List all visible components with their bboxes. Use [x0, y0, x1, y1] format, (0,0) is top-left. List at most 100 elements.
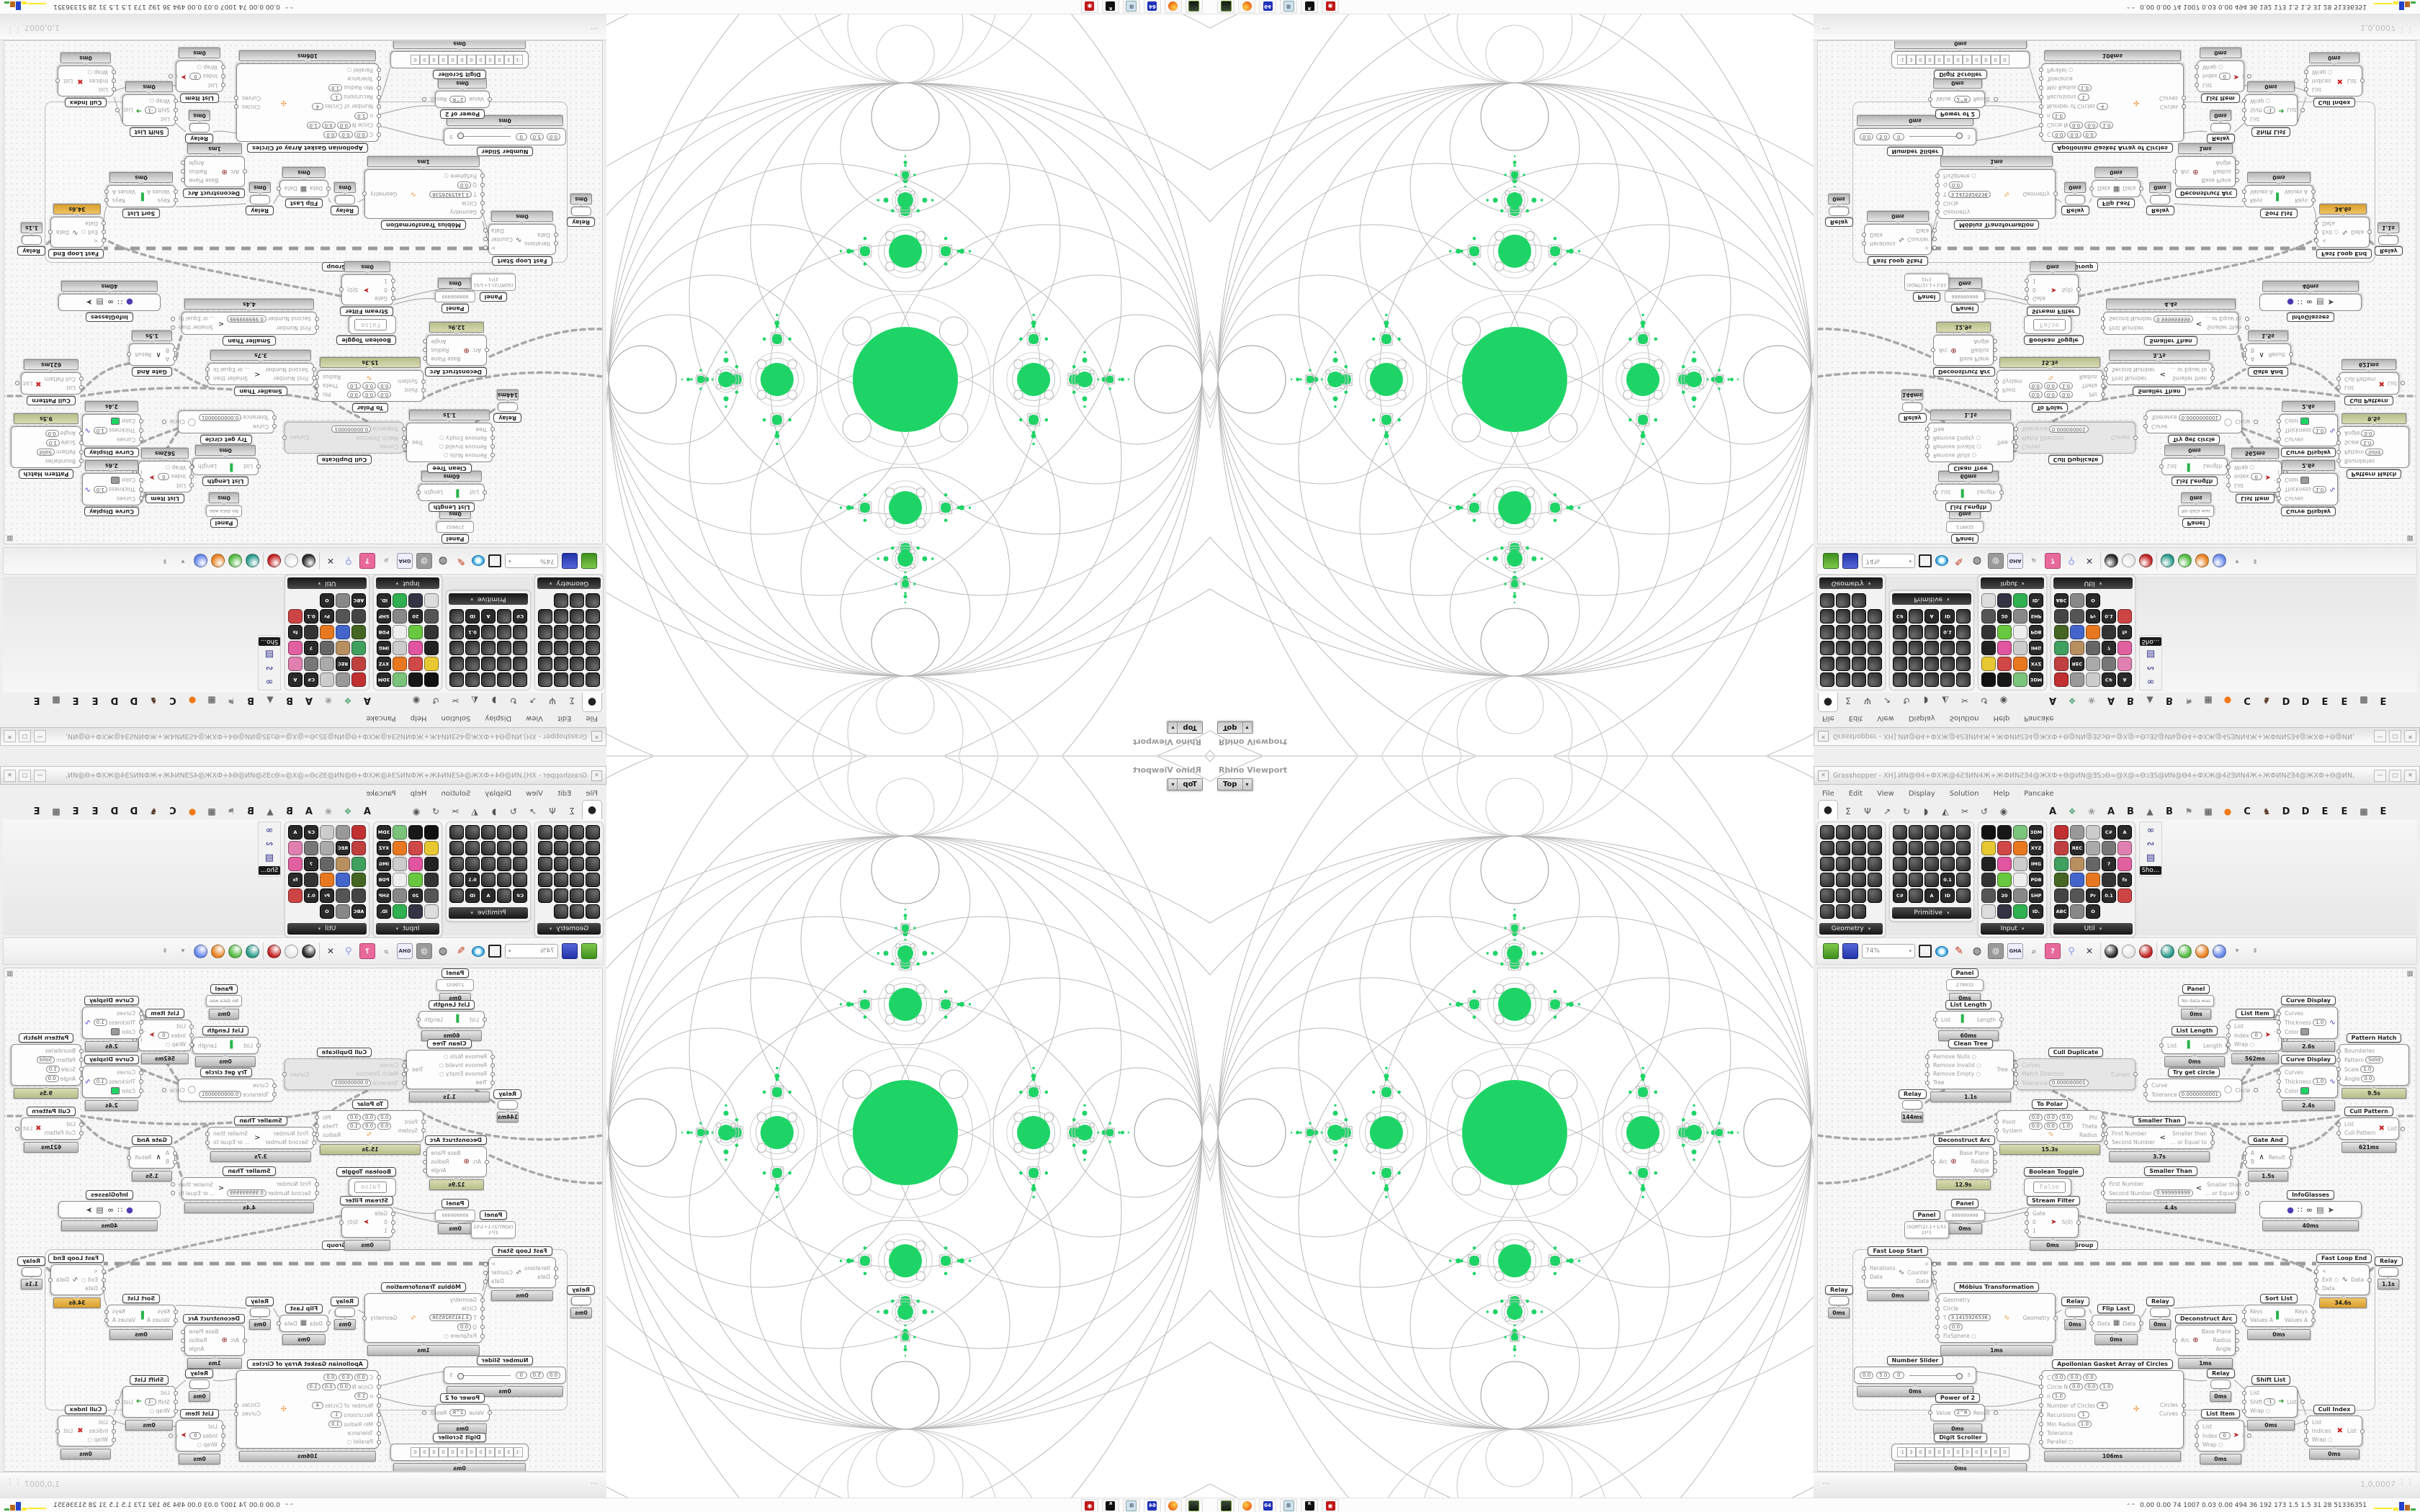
tab-cat-1[interactable]: Σ — [569, 696, 575, 706]
input-param[interactable]: Wrap ○ — [2303, 1436, 2333, 1443]
component-icon[interactable] — [1909, 888, 1923, 903]
assemblies-button[interactable]: GHA — [397, 553, 413, 569]
component-icon[interactable] — [1836, 657, 1850, 671]
component-icon[interactable] — [393, 873, 407, 887]
component-icon[interactable] — [2086, 625, 2100, 639]
component-icon[interactable] — [1868, 841, 1882, 855]
node-panel[interactable]: Panel 999999999 0ms — [435, 1199, 475, 1234]
node-label[interactable]: Apollonian Gasket Array of Circles — [2052, 1359, 2173, 1369]
preview-button[interactable] — [1935, 555, 1948, 567]
node-curve-display[interactable]: Curve Display Curves Thickness 1.0 Color ∿ 2… — [2279, 460, 2338, 516]
node-to-polar[interactable]: To Polar Point System 0.0 0.0 0.0 0.0 0.0 1.0 ∿ Ph… — [317, 1099, 424, 1155]
component-icon[interactable] — [320, 672, 334, 687]
component-icon[interactable] — [2118, 841, 2132, 855]
node-smaller-than[interactable]: Smaller Than First Number Second Number 0.… — [2100, 1166, 2250, 1213]
component-icon[interactable]: O — [320, 904, 334, 919]
component-icon[interactable]: 0.1 — [2102, 888, 2116, 903]
menu-view[interactable]: View — [1877, 789, 1894, 798]
input-param[interactable]: List — [469, 489, 479, 496]
component-icon[interactable] — [1924, 857, 1939, 871]
display-teal-button[interactable] — [2161, 944, 2174, 958]
input-param[interactable]: Remove Empty ○ — [1933, 435, 1981, 441]
node-label[interactable]: Fast Loop Start — [1868, 1246, 1928, 1256]
infoglasses-icon[interactable]: ● — [2287, 1205, 2294, 1215]
node-label[interactable]: Try get circle — [200, 435, 253, 444]
component-icon[interactable] — [2054, 641, 2069, 655]
slider-box[interactable]: 0.0 — [546, 133, 560, 140]
rhino-viewport[interactable]: Rhino Viewport Top ▾ — [1210, 756, 1814, 1498]
close-icon[interactable]: ✕ — [2404, 730, 2416, 743]
component-icon[interactable] — [449, 873, 464, 887]
input-param[interactable]: Cull Pattern — [44, 1130, 76, 1136]
tab-cat-13[interactable]: ❀ — [324, 806, 333, 816]
tab-cat-17[interactable]: B — [247, 695, 254, 706]
component-icon[interactable]: O — [2086, 593, 2100, 608]
component-icon[interactable]: 20 — [1997, 609, 2012, 624]
component-icon[interactable] — [1836, 609, 1850, 624]
output-param[interactable]: List — [2387, 1125, 2406, 1132]
node-label[interactable]: Panel — [2182, 984, 2210, 994]
component-icon[interactable] — [513, 873, 527, 887]
close-icon[interactable]: ✕ — [2404, 769, 2416, 782]
palette-label-primitive[interactable]: Primitive ▾ — [1892, 593, 1971, 605]
node-smaller-than[interactable]: Smaller Than First Number Second Number 0.… — [179, 299, 317, 346]
component-icon[interactable] — [1956, 609, 1971, 624]
output-param[interactable]: Base Plane — [2201, 1328, 2240, 1335]
node-label[interactable]: Fast Loop End — [48, 249, 104, 258]
node-label[interactable]: Digit Scroller — [433, 70, 486, 79]
node-apollonian-gasket-array-of-circles[interactable]: Apollonian Gasket Array of Circles C 0.0 0… — [2041, 50, 2184, 153]
digit-cell[interactable]: 0 — [411, 55, 420, 65]
input-param[interactable]: Thickness 1.0 — [93, 427, 135, 434]
input-param[interactable]: Tolerance 0.0000000001 — [2151, 414, 2221, 421]
input-param[interactable]: Point — [404, 387, 418, 394]
output-param[interactable]: Values A — [112, 189, 136, 195]
infoglasses-icon[interactable]: ∷ — [117, 1205, 123, 1215]
output-param[interactable]: Tree — [412, 439, 424, 446]
preview-button[interactable] — [472, 555, 485, 567]
output-param[interactable]: Radius — [431, 347, 449, 354]
tab-params[interactable]: ● — [582, 693, 602, 712]
firefox-icon[interactable] — [1165, 0, 1182, 14]
node-label[interactable]: Gate And — [132, 367, 172, 377]
component-icon[interactable] — [449, 625, 464, 639]
component-icon[interactable] — [424, 672, 439, 687]
input-param[interactable]: First Number — [2112, 375, 2147, 382]
output-param[interactable]: Radius — [189, 1337, 207, 1344]
component-icon[interactable] — [351, 825, 366, 840]
input-param[interactable]: 0 — [384, 287, 387, 293]
input-param[interactable]: Number of Circles 4 — [2038, 1402, 2109, 1409]
input-param[interactable]: Arc — [1939, 347, 1948, 354]
output-param[interactable]: Theta — [2081, 382, 2098, 390]
output-param[interactable]: S(0) — [347, 1219, 359, 1225]
input-param[interactable]: Angle 0.0 — [45, 1075, 76, 1082]
output-param[interactable]: Circles — [242, 1402, 260, 1408]
node-label[interactable]: Panel — [441, 304, 470, 313]
node-label[interactable]: Deconstruct Arc — [182, 189, 245, 198]
component-icon[interactable]: Pr — [2086, 609, 2100, 624]
node-smaller-than[interactable]: Smaller Than First Number Second Number 0.… — [179, 1166, 317, 1213]
component-icon[interactable] — [393, 841, 407, 855]
input-param[interactable]: Color — [2285, 418, 2309, 425]
node-label[interactable]: Möbius Transformation — [1954, 1282, 2039, 1292]
node-relay[interactable]: Relay 0ms — [1825, 194, 1853, 227]
component-icon[interactable]: PDB — [377, 873, 391, 887]
node-label[interactable]: Shift List — [2251, 1375, 2291, 1385]
output-param[interactable]: Geometry — [2022, 1315, 2058, 1321]
node-number-slider[interactable]: Number Slider 0.0 5.0 0 5 0ms — [1854, 115, 1976, 156]
tab-cat-27[interactable]: ▩ — [52, 806, 60, 816]
preview-shaded-button[interactable] — [267, 944, 281, 958]
component-icon[interactable] — [554, 841, 568, 855]
red-badge-icon[interactable]: ◉ — [1081, 0, 1098, 14]
input-param[interactable]: Indices — [89, 1428, 108, 1434]
node-label[interactable]: Smaller Than — [2133, 1116, 2186, 1125]
tab-cat-15[interactable]: B — [2127, 695, 2134, 706]
component-icon[interactable] — [2086, 857, 2100, 871]
component-icon[interactable] — [2070, 672, 2084, 687]
component-icon[interactable]: 3DM — [2029, 825, 2043, 840]
node-to-polar[interactable]: To Polar Point System 0.0 0.0 0.0 0.0 0.0 1.0 ∿ Ph… — [1994, 1099, 2106, 1155]
panel-value[interactable]: 279932 — [436, 979, 474, 991]
minimize-icon[interactable]: — — [34, 730, 46, 743]
component-icon[interactable] — [393, 625, 407, 639]
component-icon[interactable] — [1868, 625, 1882, 639]
component-icon[interactable] — [1956, 825, 1971, 840]
